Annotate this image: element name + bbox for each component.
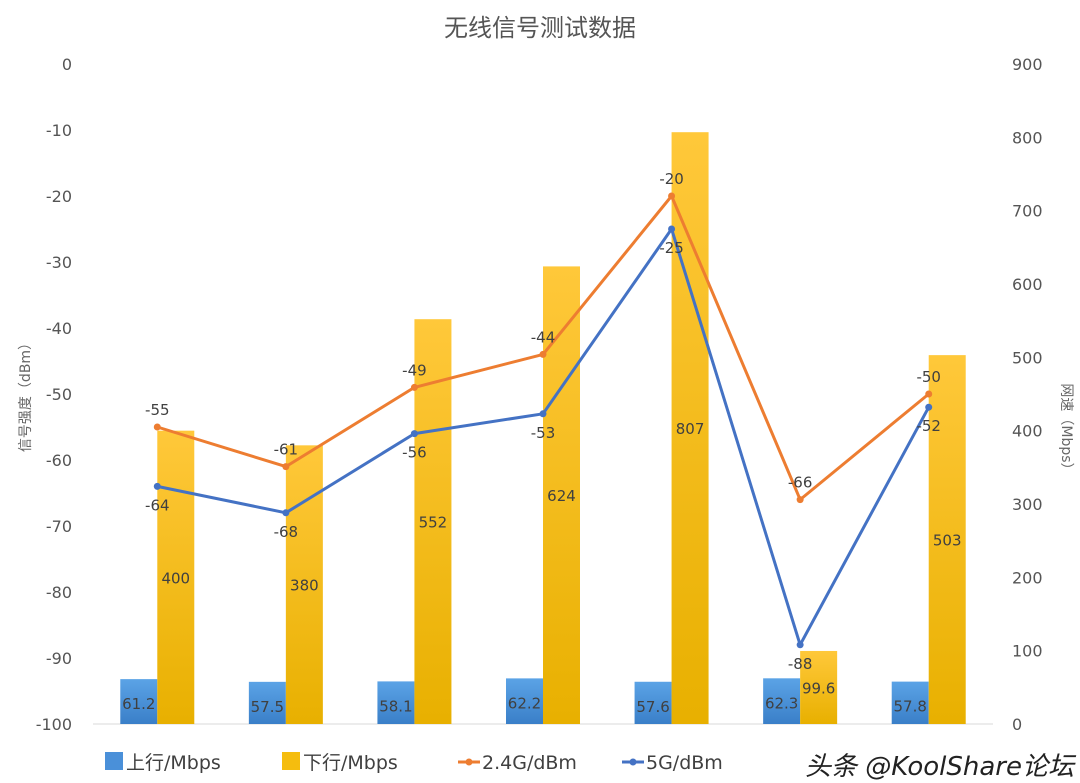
line-data-label: -64 bbox=[145, 496, 170, 514]
y2-tick-label: 800 bbox=[1012, 128, 1043, 147]
bar-download bbox=[928, 355, 966, 724]
bar-data-label: 99.6 bbox=[802, 679, 835, 697]
line-point bbox=[668, 192, 676, 200]
bar-upload bbox=[248, 681, 286, 724]
line-point bbox=[539, 410, 547, 418]
bar-download bbox=[285, 445, 323, 724]
line-data-label: -66 bbox=[788, 474, 813, 492]
y-tick-label: 0 bbox=[62, 55, 72, 74]
bar-data-label: 58.1 bbox=[379, 697, 412, 715]
line-point bbox=[796, 641, 804, 649]
line-point bbox=[410, 383, 418, 391]
bar-data-label: 552 bbox=[419, 514, 448, 532]
bar-data-label: 400 bbox=[161, 569, 190, 587]
line-data-label: -49 bbox=[402, 361, 427, 379]
y2-tick-label: 700 bbox=[1012, 202, 1043, 221]
bar-data-label: 624 bbox=[547, 487, 576, 505]
bar-upload bbox=[763, 678, 801, 724]
bar-download bbox=[671, 132, 709, 724]
bar-upload bbox=[891, 681, 929, 724]
line-point bbox=[925, 403, 933, 411]
legend-swatch bbox=[105, 752, 123, 770]
line-point bbox=[282, 509, 290, 517]
legend-label: 2.4G/dBm bbox=[482, 752, 577, 774]
y-tick-label: -80 bbox=[46, 583, 72, 602]
watermark: 头条 @KoolShare论坛 bbox=[804, 752, 1074, 782]
bar-upload bbox=[377, 681, 415, 724]
line-point bbox=[282, 463, 290, 471]
line-point bbox=[153, 482, 161, 490]
bar-data-label: 380 bbox=[290, 577, 319, 595]
y2-tick-label: 600 bbox=[1012, 275, 1043, 294]
line-data-label: -88 bbox=[788, 655, 813, 673]
line-data-label: -44 bbox=[531, 328, 556, 346]
legend-marker bbox=[465, 758, 473, 766]
line-data-label: -55 bbox=[145, 401, 170, 419]
line-point bbox=[668, 225, 676, 233]
y-tick-label: -30 bbox=[46, 253, 72, 272]
bar-data-label: 62.2 bbox=[508, 694, 541, 712]
bar-upload bbox=[634, 681, 672, 724]
line-data-label: -25 bbox=[659, 239, 684, 257]
bar-upload bbox=[120, 679, 158, 724]
line-point bbox=[925, 390, 933, 398]
legend-marker bbox=[629, 758, 637, 766]
y2-tick-label: 500 bbox=[1012, 348, 1043, 367]
bar-download bbox=[800, 650, 838, 724]
y2-tick-label: 300 bbox=[1012, 495, 1043, 514]
bar-data-label: 57.5 bbox=[251, 698, 284, 716]
y2-tick-label: 0 bbox=[1012, 715, 1022, 734]
y2-tick-label: 900 bbox=[1012, 55, 1043, 74]
y-tick-label: -90 bbox=[46, 649, 72, 668]
line-data-label: -52 bbox=[916, 417, 941, 435]
line-point bbox=[153, 423, 161, 431]
y-tick-label: -10 bbox=[46, 121, 72, 140]
y-tick-label: -70 bbox=[46, 517, 72, 536]
chart-title: 无线信号测试数据 bbox=[444, 14, 636, 42]
bar-data-label: 61.2 bbox=[122, 695, 155, 713]
y-tick-label: -100 bbox=[36, 715, 72, 734]
y2-tick-label: 400 bbox=[1012, 422, 1043, 441]
bar-data-label: 807 bbox=[676, 420, 705, 438]
legend-swatch bbox=[282, 752, 300, 770]
bar-download bbox=[543, 266, 580, 724]
legend-label: 上行/Mbps bbox=[126, 752, 221, 774]
bar-data-label: 503 bbox=[933, 532, 962, 550]
line-data-label: -61 bbox=[274, 441, 299, 459]
line-data-label: -56 bbox=[402, 444, 427, 462]
y2-axis-label: 网速（Mbps） bbox=[1058, 383, 1074, 476]
bar-data-label: 57.6 bbox=[636, 698, 669, 716]
bar-upload bbox=[506, 678, 543, 724]
line-point bbox=[410, 430, 418, 438]
y-axis-label: 信号强度（dBm） bbox=[18, 336, 34, 452]
bar-data-label: 57.8 bbox=[894, 698, 927, 716]
line-data-label: -20 bbox=[659, 170, 684, 188]
y2-tick-label: 100 bbox=[1012, 642, 1043, 661]
y2-tick-label: 200 bbox=[1012, 568, 1043, 587]
y-tick-label: -20 bbox=[46, 187, 72, 206]
line-point bbox=[539, 350, 547, 358]
y-tick-label: -40 bbox=[46, 319, 72, 338]
line-data-label: -50 bbox=[916, 368, 941, 386]
legend-label: 下行/Mbps bbox=[303, 752, 398, 774]
bar-data-label: 62.3 bbox=[765, 694, 798, 712]
y-tick-label: -50 bbox=[46, 385, 72, 404]
bar-download bbox=[157, 430, 195, 724]
line-data-label: -68 bbox=[274, 523, 299, 541]
legend-label: 5G/dBm bbox=[646, 752, 723, 774]
y-tick-label: -60 bbox=[46, 451, 72, 470]
line-point bbox=[796, 496, 804, 504]
line-data-label: -53 bbox=[531, 424, 556, 442]
